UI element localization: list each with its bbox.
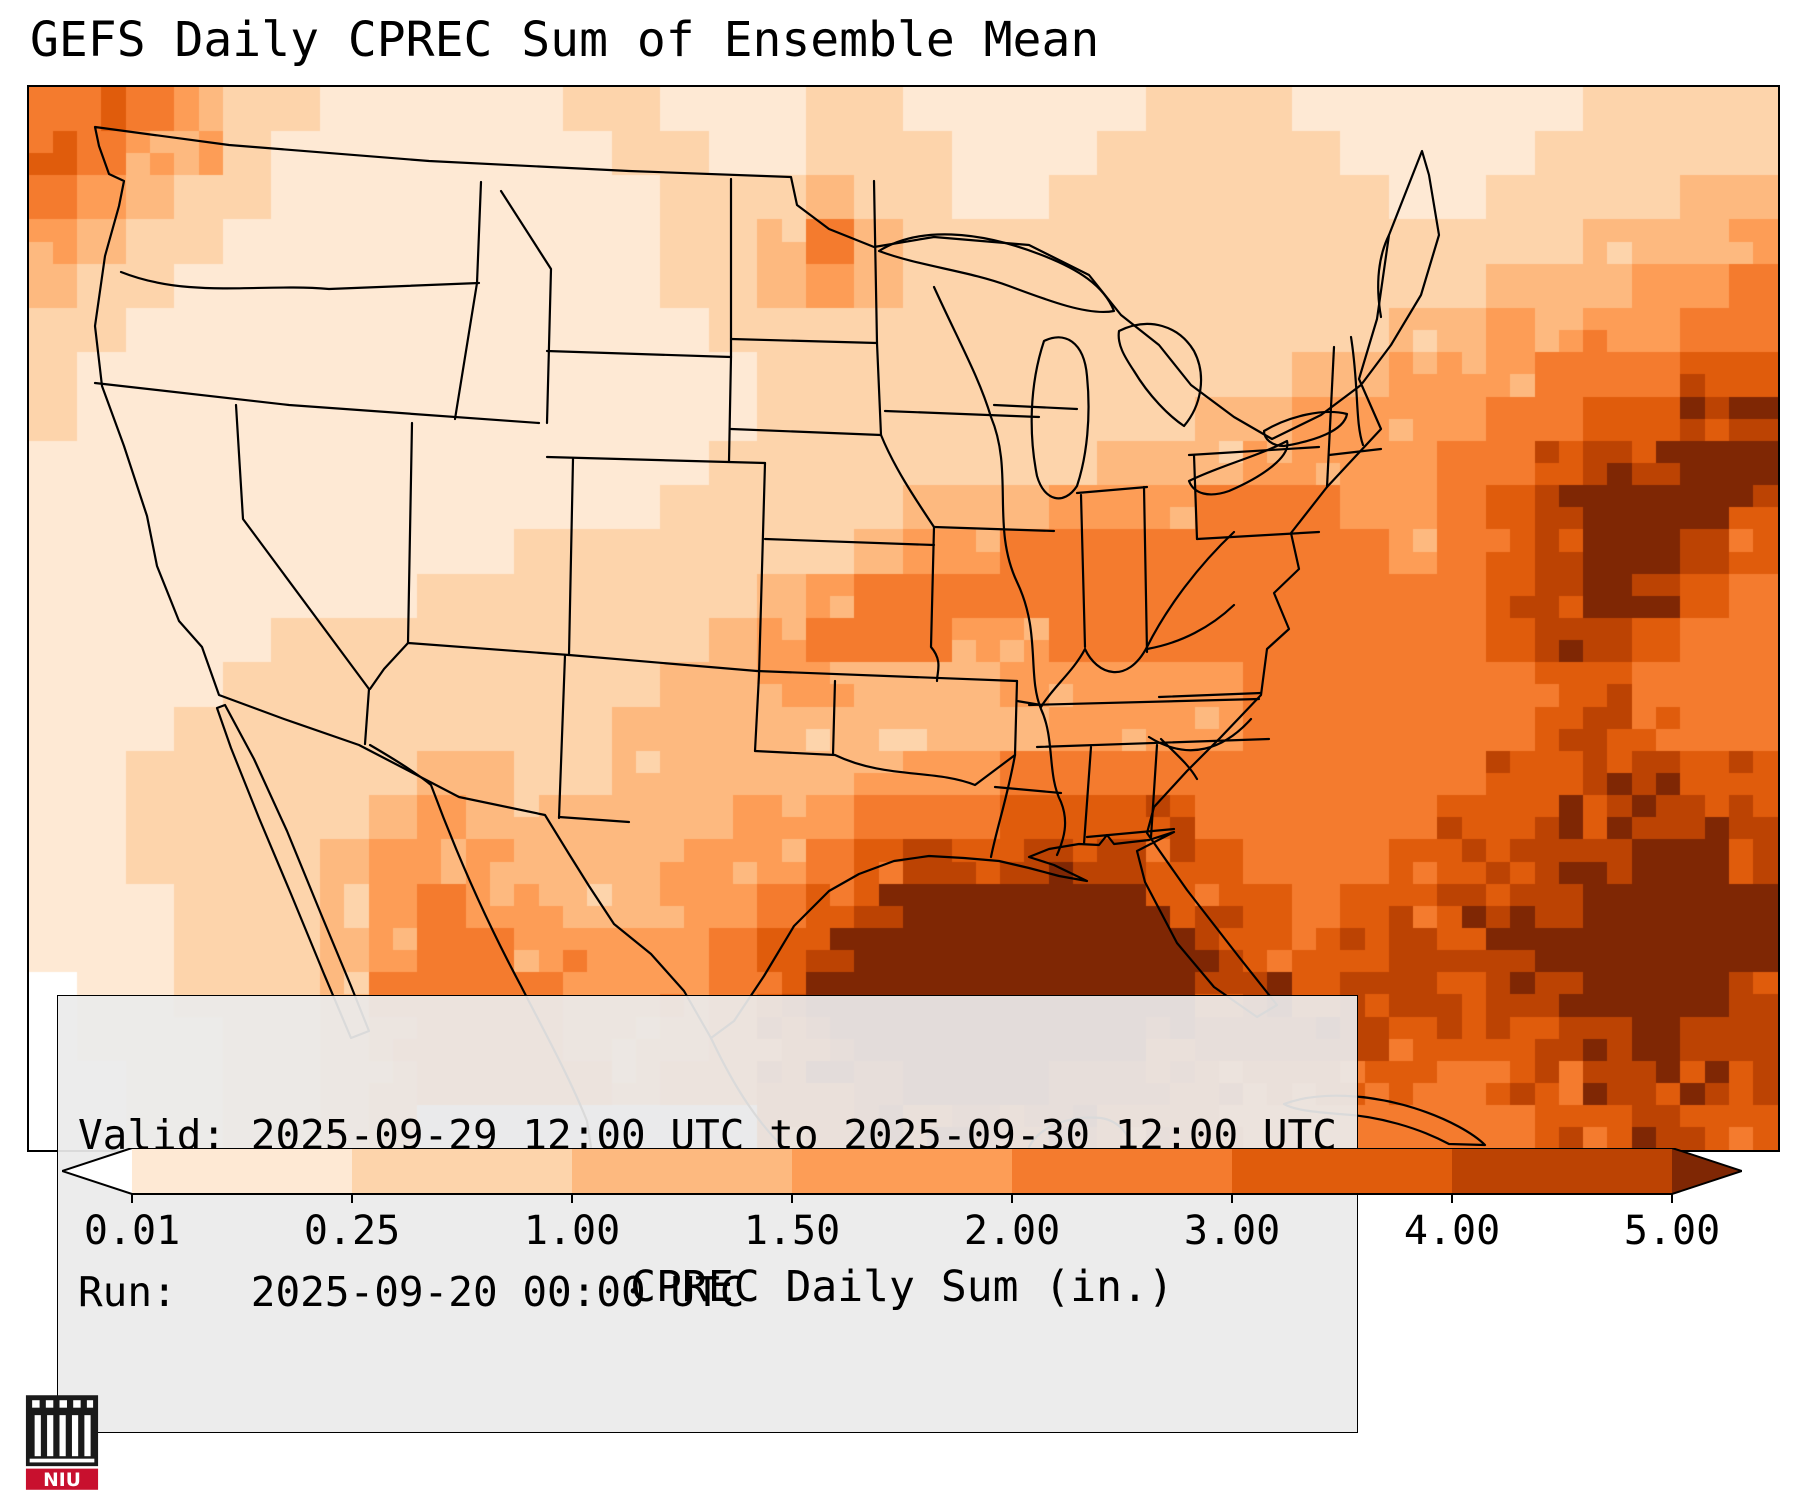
colorbar-segment [1452, 1148, 1673, 1194]
colorbar-tickmarks [131, 1194, 1673, 1203]
colorbar-segment [352, 1148, 573, 1194]
colorbar-segment [1232, 1148, 1453, 1194]
us-state-boundaries [93, 125, 1487, 1149]
logo-banner [25, 1468, 99, 1490]
great-lakes [877, 233, 1349, 500]
colorbar-over-arrow [1672, 1148, 1742, 1194]
colorbar-tick-label: 1.50 [743, 1208, 841, 1254]
colorbar-segment [1012, 1148, 1233, 1194]
colorbar-tick-label: 2.00 [963, 1208, 1061, 1254]
colorbar-tick-label: 3.00 [1183, 1208, 1281, 1254]
map-panel: Valid: 2025-09-29 12:00 UTC to 2025-09-3… [27, 85, 1780, 1433]
state-lines [93, 177, 1391, 859]
valid-run-info-box: Valid: 2025-09-29 12:00 UTC to 2025-09-3… [57, 995, 1358, 1433]
colorbar-segments [132, 1148, 1673, 1194]
colorbar-tick-label: 5.00 [1623, 1208, 1721, 1254]
colorbar-segment [792, 1148, 1013, 1194]
colorbar-tick-label: 1.00 [523, 1208, 621, 1254]
niu-logo: NIU [25, 1395, 99, 1491]
colorbar-tick-label: 0.01 [83, 1208, 181, 1254]
coastline-and-borders [93, 125, 1487, 1149]
colorbar-axis-label: CPREC Daily Sum (in.) [630, 1262, 1174, 1312]
colorbar-tick-label: 0.25 [303, 1208, 401, 1254]
figure-title: GEFS Daily CPREC Sum of Ensemble Mean [30, 12, 1100, 68]
colorbar [62, 1148, 1742, 1203]
colorbar-tick-label: 4.00 [1403, 1208, 1501, 1254]
colorbar-segment [572, 1148, 793, 1194]
logo-text: NIU [43, 1470, 81, 1491]
colorbar-segment [132, 1148, 353, 1194]
run-time-text: Run: 2025-09-20 00:00 UTC [78, 1268, 745, 1317]
colorbar-under-arrow [62, 1148, 132, 1194]
precipitation-heatmap [29, 87, 1778, 1150]
